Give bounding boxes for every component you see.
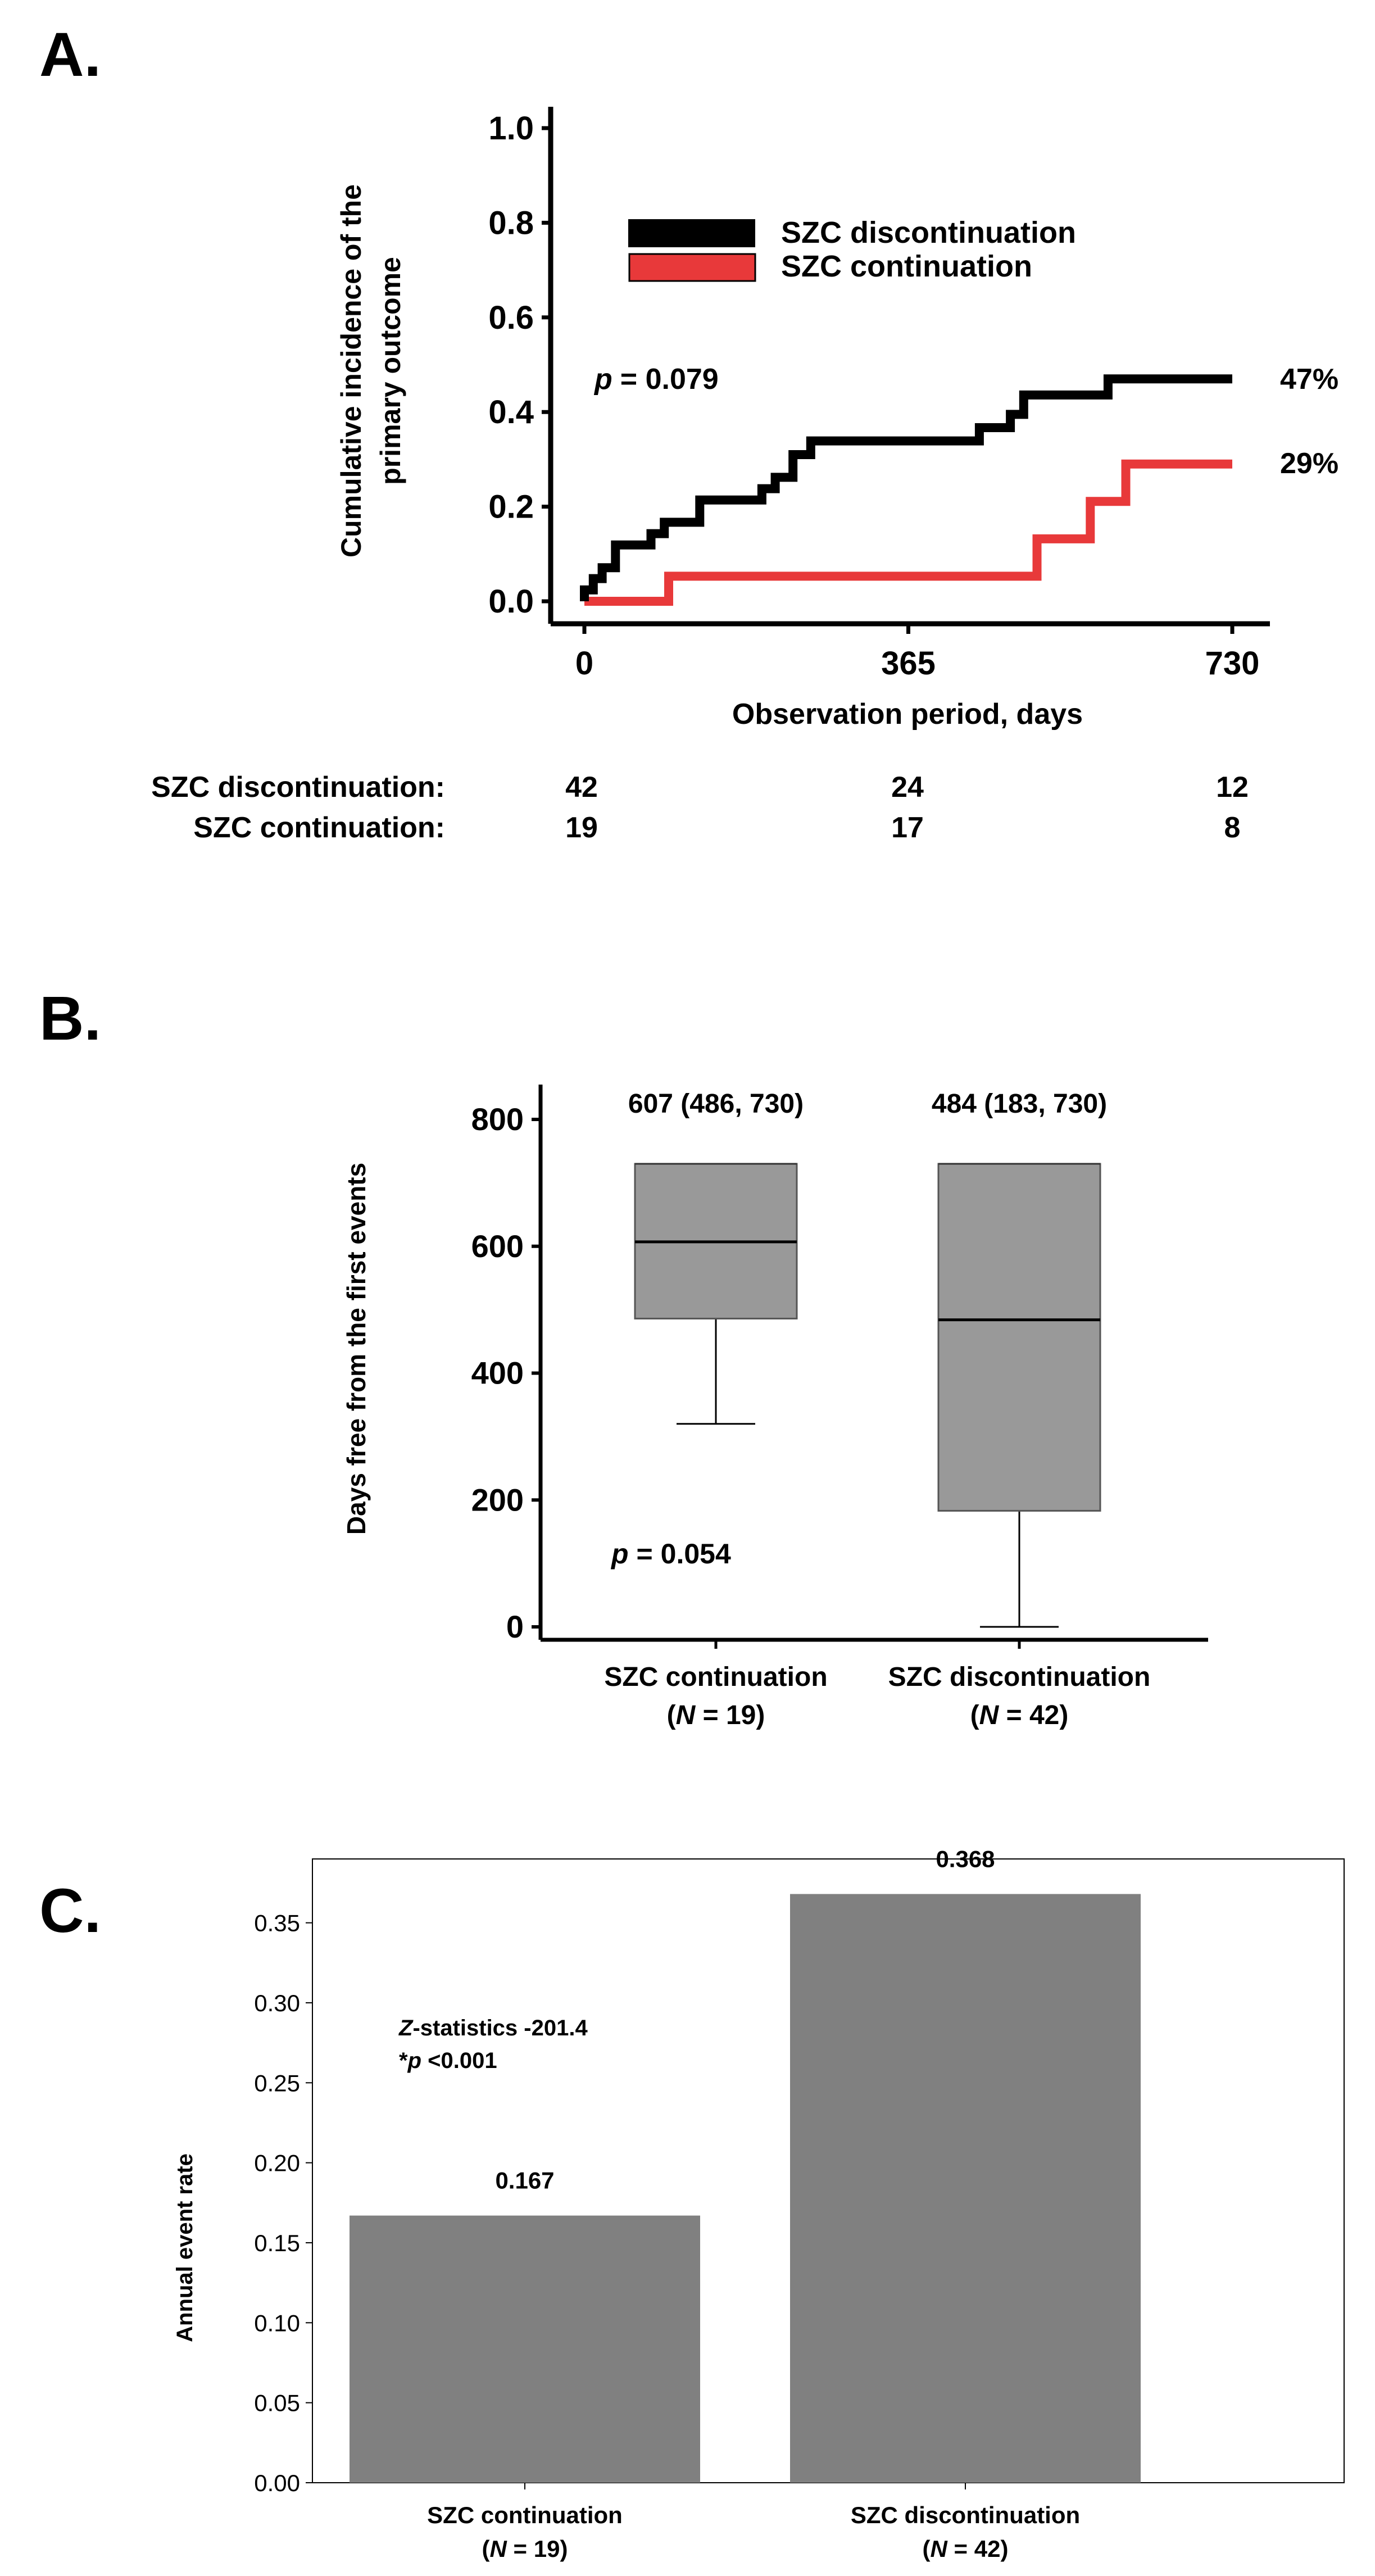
c-y-tick-label: 0.05 [254,2390,300,2416]
c-category-label-discontinuation: SZC discontinuation [851,2502,1080,2528]
a-end-label-discontinuation: 47% [1280,363,1338,396]
a-x-axis-label: Observation period, days [732,698,1083,731]
a-y-ticks: 0.0 0.2 0.4 0.6 0.8 1.0 [488,110,551,620]
c-p-prefix: * [399,2048,408,2073]
a-y-tick-label: 0.2 [488,489,534,525]
risk-row-label-discontinuation: SZC discontinuation: [151,771,445,804]
c-category-n-continuation: (N = 19) [482,2536,568,2562]
b-p-text: = 0.054 [637,1538,731,1570]
a-y-tick-label: 0.4 [488,394,534,430]
c-y-tick-label: 0.00 [254,2470,300,2496]
c-p-statistic: *p <0.001 [399,2048,497,2073]
c-category-n-discontinuation: (N = 42) [923,2536,1009,2562]
a-risk-table: SZC discontinuation: 42 24 12 SZC contin… [151,771,1249,844]
b-boxes [634,1163,1101,1649]
c-p-italic: p [407,2048,421,2073]
c-category-label-continuation: SZC continuation [427,2502,623,2528]
c-z-text: -statistics -201.4 [412,2016,588,2040]
c-y-ticks: 0.00 0.05 0.10 0.15 0.20 0.25 0.30 0.35 [254,1910,312,2496]
b-category-n-discontinuation: (N = 42) [970,1700,1069,1730]
a-y-tick-label: 1.0 [488,110,534,147]
c-z-statistic: Z-statistics -201.4 [398,2016,588,2040]
panel-c-label: C. [39,1876,101,1945]
b-y-tick-label: 400 [471,1355,524,1391]
b-p-value: p = 0.054 [610,1538,731,1570]
b-n-text: = 42) [999,1700,1068,1730]
c-bar [790,1894,1141,2483]
c-p-text: <0.001 [421,2048,497,2073]
panel-b: B. Days free from the first events 0 200 4… [39,984,1208,1730]
risk-row-label-continuation: SZC continuation: [193,811,445,844]
b-n-text: = 19) [695,1700,765,1730]
a-legend-label-continuation: SZC continuation [781,250,1032,283]
b-n-italic: N [676,1700,696,1730]
panel-b-label: B. [39,984,101,1053]
c-n-italic: N [490,2536,508,2562]
c-z-italic: Z [398,2016,414,2040]
a-legend-swatch-discontinuation [628,219,755,247]
panel-a: A. Cumulative incidence of the primary o… [39,20,1338,844]
a-legend-label-discontinuation: SZC discontinuation [781,216,1076,250]
a-x-tick-label: 365 [881,645,936,682]
b-n-open: ( [970,1700,979,1730]
b-category-label-discontinuation: SZC discontinuation [888,1662,1151,1692]
b-summary-label-continuation: 607 (486, 730) [628,1089,804,1119]
b-category-n-continuation: (N = 19) [667,1700,765,1730]
risk-cell: 19 [565,811,598,844]
c-n-italic: N [931,2536,949,2562]
risk-cell: 12 [1216,771,1249,804]
a-y-tick-label: 0.0 [488,583,534,620]
c-n-text: = 19) [507,2536,568,2562]
b-y-tick-label: 800 [471,1101,524,1137]
a-y-tick-label: 0.6 [488,300,534,336]
risk-cell: 42 [565,771,598,804]
c-bars: 0.167 0.368 [350,1845,1141,2489]
b-y-axis-label: Days free from the first events [342,1163,371,1535]
c-y-tick-label: 0.35 [254,1910,300,1936]
b-n-italic: N [979,1700,1000,1730]
c-y-tick-label: 0.30 [254,1990,300,2016]
risk-cell: 24 [891,771,924,804]
c-n-open: ( [482,2536,490,2562]
b-y-tick-label: 600 [471,1228,524,1264]
c-y-tick-label: 0.25 [254,2070,300,2096]
a-x-tick-label: 730 [1205,645,1260,682]
panel-a-label: A. [39,20,101,89]
a-series-line [580,374,1232,601]
a-series-line [584,459,1232,606]
a-p-value: p = 0.079 [593,363,719,396]
b-n-open: ( [667,1700,676,1730]
panel-c: C. Annual event rate 0.00 0.05 0.10 0.15 0.2… [39,1845,1345,2562]
a-p-text: = 0.079 [620,363,719,396]
b-y-tick-label: 200 [471,1482,524,1517]
b-y-ticks: 0 200 400 600 800 [471,1101,541,1644]
risk-cell: 17 [891,811,924,844]
c-y-tick-label: 0.10 [254,2310,300,2336]
a-legend: SZC discontinuation SZC continuation [628,216,1076,283]
b-y-tick-label: 0 [506,1609,524,1644]
c-bar [350,2215,700,2483]
a-y-tick-label: 0.8 [488,205,534,241]
c-n-open: ( [923,2536,931,2562]
a-x-ticks: 0 365 730 [575,624,1260,682]
b-category-label-continuation: SZC continuation [604,1662,827,1692]
c-y-axis-label: Annual event rate [173,2153,197,2342]
b-box [937,1163,1101,1512]
risk-cell: 8 [1224,811,1241,844]
c-y-tick-label: 0.20 [254,2150,300,2176]
a-y-axis-label-line2: primary outcome [375,257,406,485]
a-x-tick-label: 0 [575,645,593,682]
a-end-label-continuation: 29% [1280,447,1338,480]
c-bar-value-label: 0.167 [495,2167,554,2194]
b-p-italic: p [610,1538,629,1570]
c-bar-value-label: 0.368 [936,1845,995,1872]
a-curves [580,374,1232,606]
b-summary-label-discontinuation: 484 (183, 730) [932,1089,1107,1119]
a-y-axis-label-line1: Cumulative incidence of the [335,184,367,557]
a-legend-swatch-continuation [628,253,756,282]
a-p-italic: p [593,363,612,396]
c-y-tick-label: 0.15 [254,2230,300,2256]
c-n-text: = 42) [947,2536,1009,2562]
